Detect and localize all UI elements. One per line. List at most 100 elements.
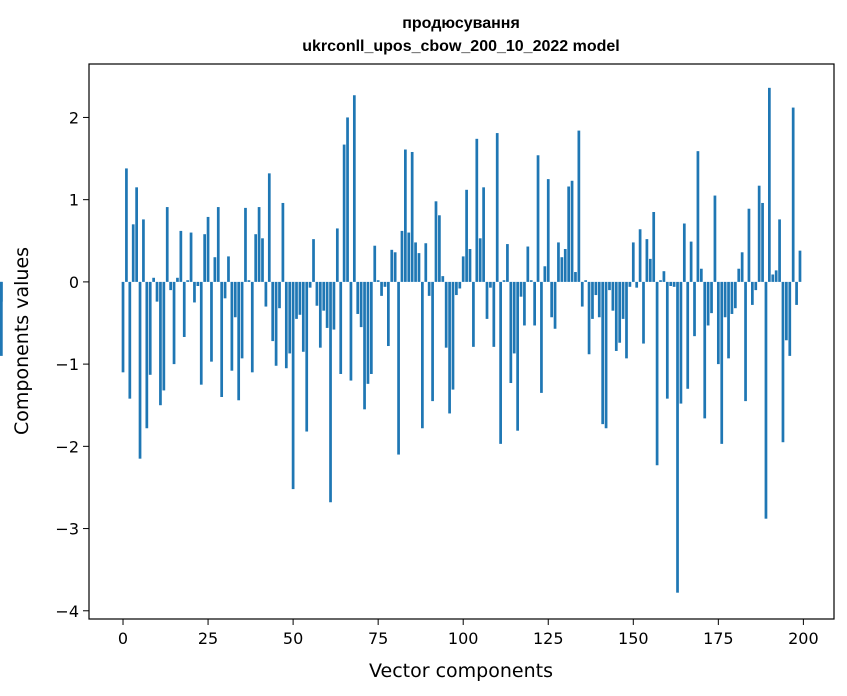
bar-41	[261, 238, 264, 282]
bar-148	[625, 281, 628, 359]
bar-100	[461, 256, 465, 282]
bar-135	[580, 281, 584, 307]
bar-50	[291, 281, 295, 490]
bar-75	[376, 280, 380, 282]
bar-43	[267, 173, 271, 282]
bar-16	[176, 277, 179, 282]
bar-151	[635, 281, 639, 288]
bar-8	[148, 281, 152, 375]
x-tick-label-125: 125	[533, 629, 564, 648]
bar-94	[441, 276, 445, 282]
bar-107	[485, 281, 489, 319]
x-tick-label-50: 50	[283, 629, 303, 648]
bar-156	[652, 212, 656, 282]
bar-28	[216, 207, 220, 282]
bar-57	[315, 281, 319, 306]
bar-49	[288, 281, 292, 354]
bar-117	[519, 281, 523, 297]
bar-136	[584, 280, 588, 282]
bar-91	[431, 281, 434, 402]
bar-3	[131, 224, 135, 282]
bar-174	[713, 195, 717, 282]
bar-39	[254, 234, 258, 282]
bar-undefined	[0, 281, 3, 302]
x-tick-label-200: 200	[788, 629, 819, 648]
bar-170	[699, 268, 703, 282]
bar-27	[213, 257, 217, 282]
bar-102	[468, 249, 472, 282]
chart-subtitle: ukrconll_upos_cbow_200_10_2022 model	[302, 38, 619, 55]
bar-192	[774, 270, 778, 282]
bar-164	[679, 281, 683, 404]
bar-123	[540, 281, 543, 393]
bar-65	[342, 144, 346, 282]
bar-52	[298, 281, 302, 315]
y-tick-label--4: −4	[55, 602, 79, 621]
bar-33	[233, 281, 237, 318]
bar-1	[125, 168, 128, 282]
bar-54	[305, 281, 309, 432]
bar-70	[359, 281, 363, 328]
bar-undefined	[0, 281, 3, 356]
bar-22	[196, 281, 200, 286]
bar-79	[390, 249, 394, 282]
bar-105	[478, 238, 482, 282]
bar-191	[771, 274, 775, 282]
bar-178	[727, 281, 730, 359]
bar-145	[614, 281, 618, 351]
x-tick-label-75: 75	[368, 629, 388, 648]
bar-59	[322, 281, 326, 311]
bar-56	[312, 239, 315, 282]
bar-98	[455, 281, 458, 296]
bar-82	[400, 230, 404, 282]
bar-55	[308, 281, 312, 288]
bar-78	[387, 281, 390, 347]
bar-150	[631, 242, 635, 282]
bar-195	[785, 281, 788, 341]
bar-13	[165, 207, 169, 282]
bar-74	[373, 245, 377, 282]
bar-series	[0, 87, 802, 593]
bar-169	[696, 151, 700, 282]
bar-93	[438, 215, 441, 282]
x-axis-label: Vector components	[369, 660, 553, 682]
bar-141	[601, 281, 605, 425]
bar-10	[155, 281, 159, 302]
bar-62	[332, 281, 336, 330]
y-tick-label--2: −2	[55, 437, 79, 456]
bar-2	[128, 281, 132, 399]
bar-120	[529, 280, 533, 282]
bar-121	[533, 281, 536, 326]
bar-97	[451, 281, 455, 390]
bar-83	[404, 149, 407, 282]
bar-80	[393, 252, 397, 282]
bar-146	[618, 281, 622, 343]
bar-34	[237, 281, 241, 401]
bar-68	[352, 95, 356, 282]
bar-116	[516, 281, 519, 431]
bar-46	[278, 281, 281, 309]
bar-179	[730, 281, 734, 314]
plot-area-frame	[88, 63, 835, 620]
bar-176	[720, 281, 724, 444]
bar-38	[250, 281, 254, 373]
bar-189	[764, 281, 768, 519]
bar-167	[689, 241, 693, 282]
bar-45	[274, 281, 278, 366]
bar-95	[444, 281, 448, 348]
y-tick-label-1: 1	[69, 191, 79, 210]
bar-64	[339, 281, 343, 374]
bar-134	[577, 130, 581, 282]
bar-125	[546, 179, 550, 282]
bar-112	[502, 280, 506, 282]
bar-162	[672, 281, 676, 287]
bar-99	[458, 281, 462, 289]
bar-12	[162, 281, 166, 391]
bar-132	[570, 180, 574, 282]
bar-199	[798, 250, 802, 282]
bar-103	[472, 281, 475, 347]
bar-139	[594, 281, 598, 296]
bar-36	[244, 207, 247, 282]
bar-90	[427, 281, 431, 296]
bar-66	[346, 117, 349, 282]
